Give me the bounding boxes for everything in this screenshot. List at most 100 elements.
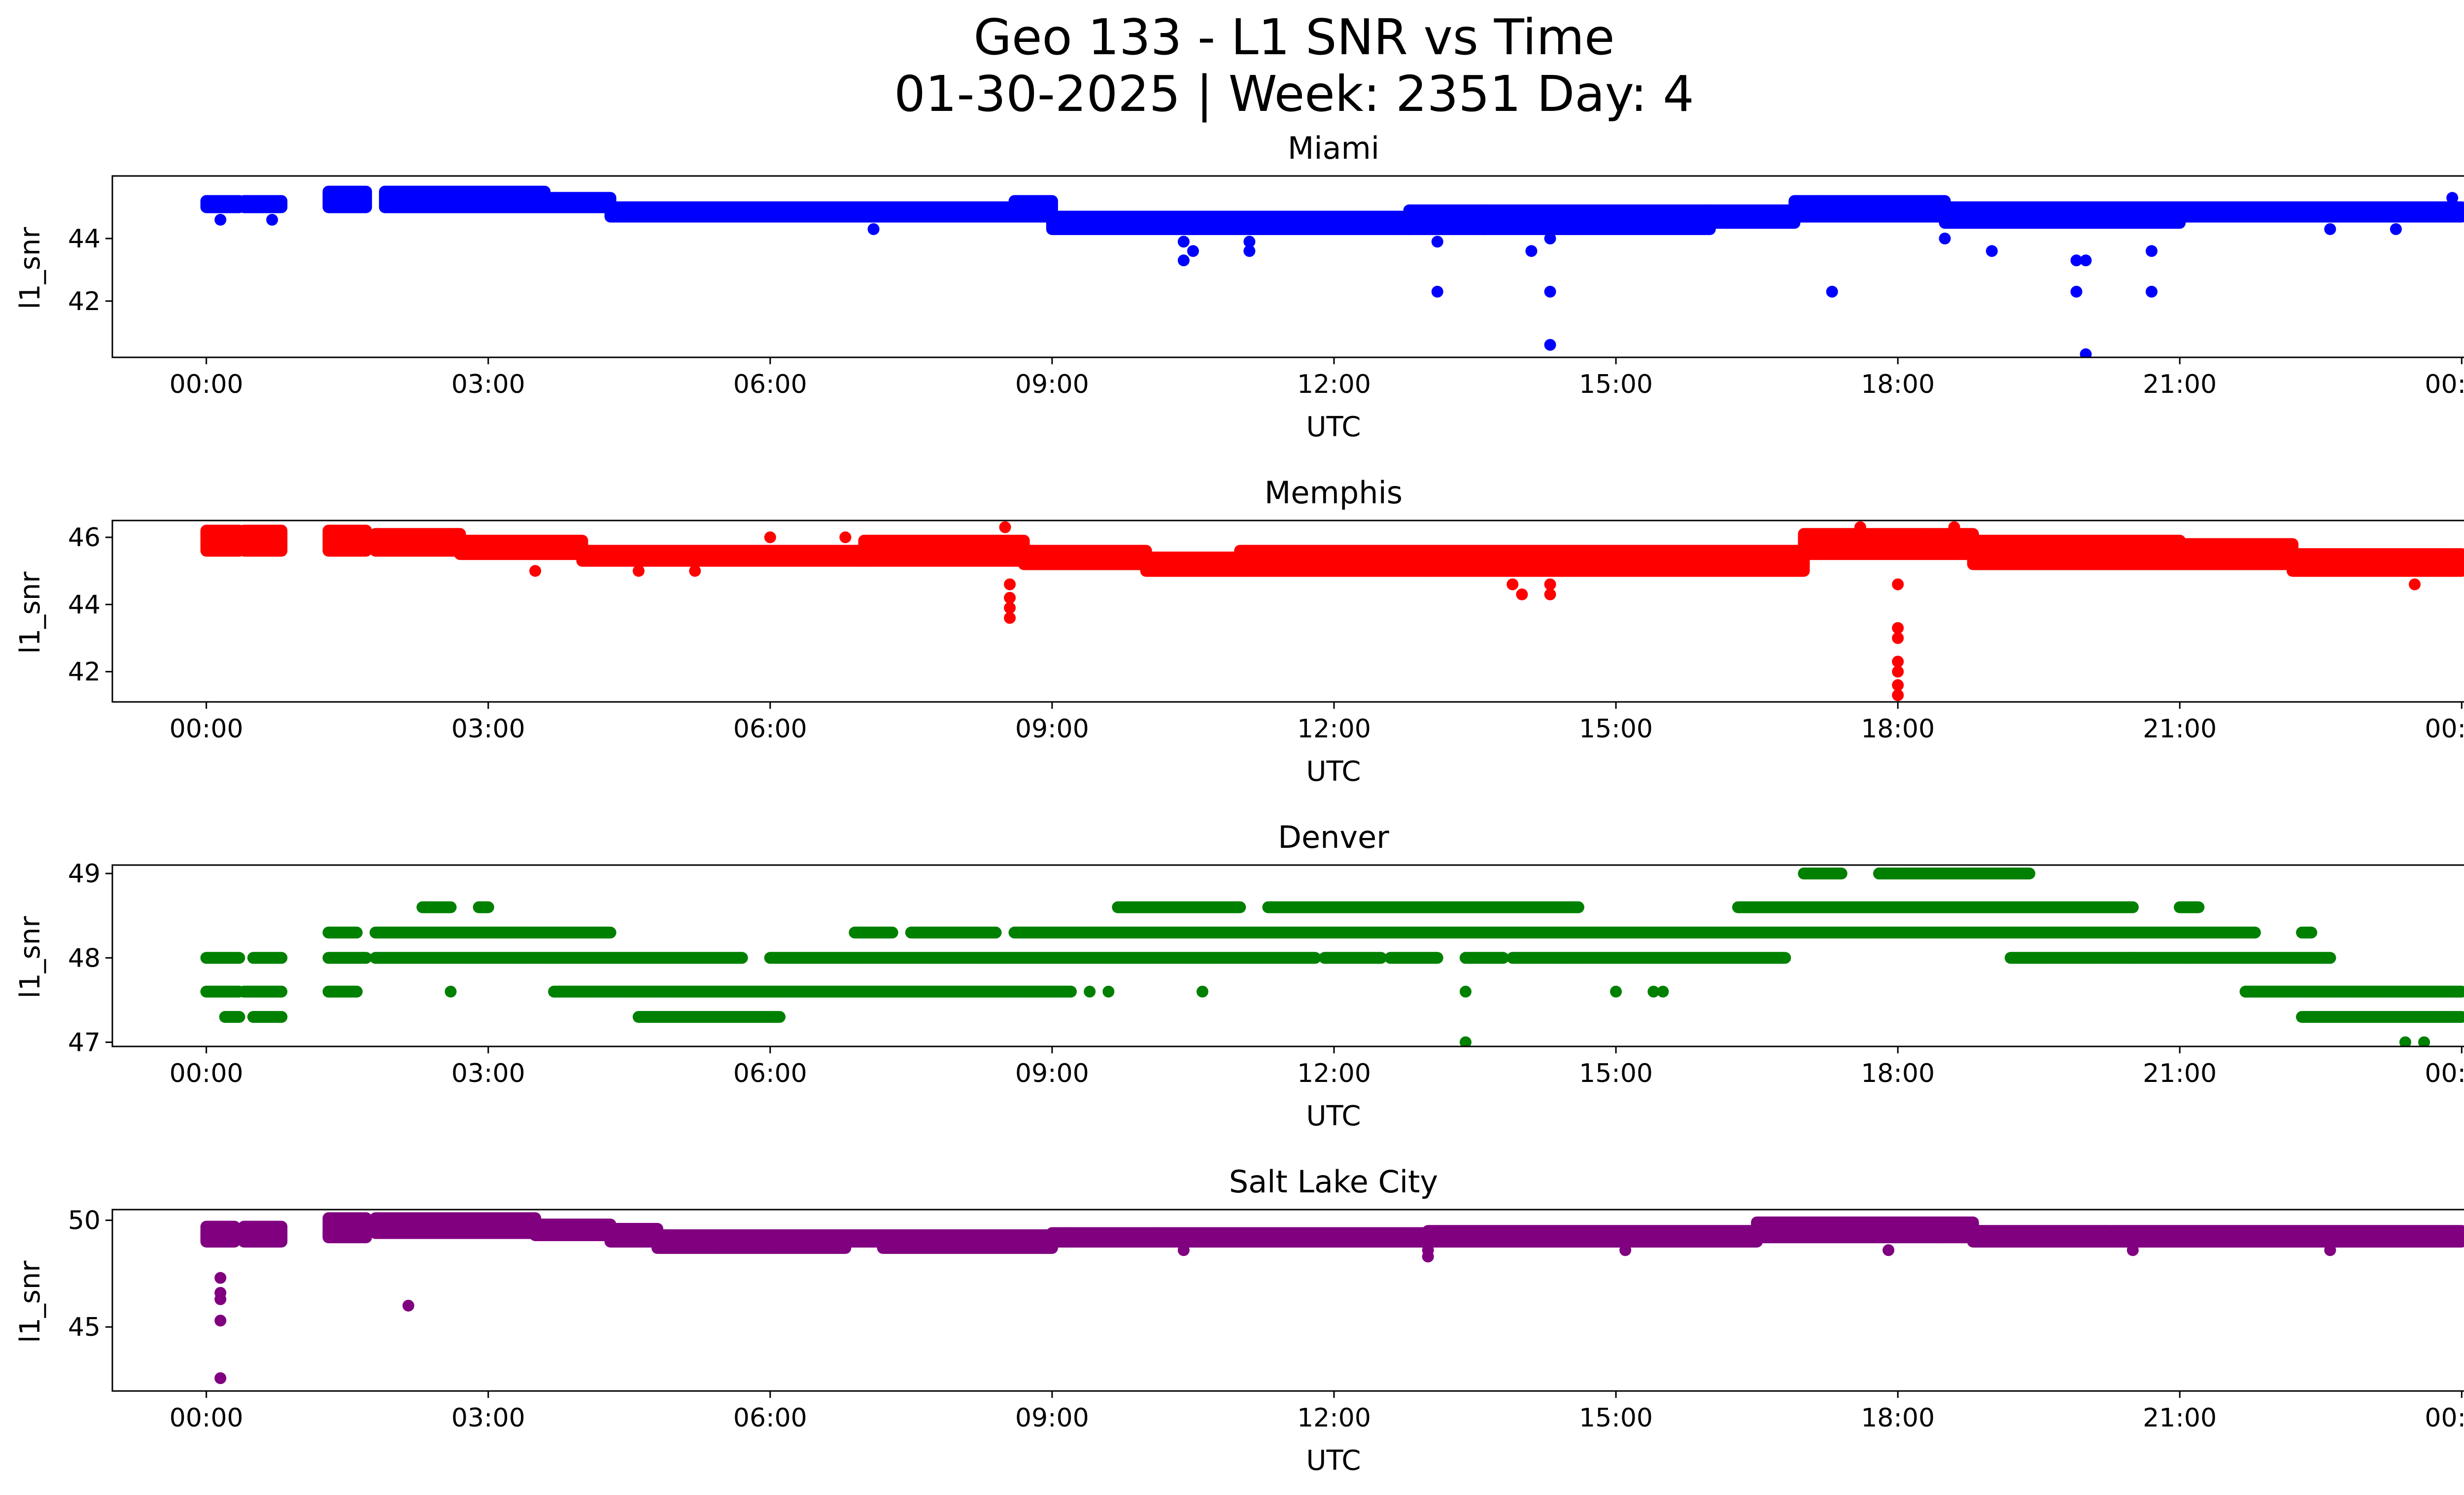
- data-point: [2418, 1036, 2430, 1046]
- data-point: [2114, 552, 2126, 564]
- x-tick-label: 15:00: [1579, 714, 1653, 744]
- data-point: [1136, 210, 1148, 223]
- data-point: [1544, 285, 1556, 298]
- data-point: [1197, 985, 1209, 998]
- data-point: [2133, 544, 2146, 556]
- data-point: [1816, 200, 1829, 212]
- data-point: [1267, 545, 1280, 557]
- data-point: [1882, 1244, 1895, 1256]
- x-tick-label: 18:00: [1861, 1059, 1935, 1088]
- data-point: [378, 1213, 390, 1225]
- data-points: [200, 185, 2464, 357]
- data-point: [274, 1231, 287, 1244]
- x-tick-label: 00:00: [2425, 714, 2464, 744]
- data-point: [1572, 901, 1584, 913]
- x-axis-label: UTC: [1306, 411, 1361, 443]
- figure-title-line-1: Geo 133 - L1 SNR vs Time: [974, 8, 1615, 66]
- x-tick-label: 09:00: [1015, 1403, 1089, 1433]
- data-point: [1647, 985, 1660, 998]
- data-point: [274, 199, 287, 211]
- data-point: [214, 213, 227, 226]
- x-axis-ticks: 00:00 03:00 06:00 09:00 12:00 15:00 18:00 21:00…: [170, 702, 2464, 744]
- x-tick-label: 12:00: [1297, 1403, 1371, 1433]
- data-point: [1947, 530, 1959, 542]
- data-point: [951, 538, 963, 551]
- data-point: [1380, 564, 1393, 577]
- data-point: [839, 531, 852, 544]
- data-point: [2014, 201, 2026, 213]
- y-tick-label: 42: [68, 287, 101, 316]
- x-tick-label: 21:00: [2143, 370, 2217, 399]
- data-point: [1308, 952, 1320, 964]
- x-axis-ticks: 00:00 03:00 06:00 09:00 12:00 15:00 18:00 21:00…: [170, 1046, 2464, 1088]
- data-point: [359, 1225, 371, 1238]
- data-point: [2107, 215, 2119, 228]
- data-point: [1619, 561, 1632, 573]
- data-point: [2193, 210, 2206, 222]
- data-point: [1782, 562, 1795, 575]
- data-point: [331, 526, 343, 538]
- data-point: [1459, 1036, 1472, 1046]
- data-point: [348, 1228, 360, 1241]
- data-point: [1496, 952, 1508, 964]
- y-axis-label: l1_snr: [14, 916, 46, 999]
- data-point: [1803, 529, 1815, 542]
- data-point: [214, 1372, 227, 1385]
- data-point: [1523, 545, 1536, 557]
- data-point: [2454, 985, 2464, 998]
- x-tick-label: 00:00: [2425, 370, 2464, 399]
- data-point: [1892, 679, 1904, 691]
- data-point: [359, 952, 371, 964]
- data-point: [2249, 926, 2261, 939]
- data-point: [1004, 591, 1016, 604]
- data-point: [773, 1011, 786, 1023]
- x-axis-label: UTC: [1306, 756, 1361, 788]
- data-point: [764, 531, 776, 544]
- data-point: [1892, 656, 1904, 668]
- data-point: [575, 535, 587, 547]
- data-point: [445, 901, 457, 913]
- data-point: [402, 1299, 414, 1312]
- data-point: [1594, 221, 1606, 233]
- data-point: [885, 926, 897, 939]
- data-point: [2004, 539, 2016, 552]
- x-tick-label: 06:00: [733, 1059, 807, 1088]
- data-point: [440, 544, 452, 556]
- data-point: [420, 543, 432, 555]
- data-point: [1177, 236, 1190, 248]
- data-point: [2080, 254, 2092, 267]
- data-point: [398, 1226, 410, 1238]
- data-point: [1661, 548, 1674, 560]
- data-point: [274, 536, 287, 549]
- data-point: [1892, 622, 1904, 634]
- data-point: [356, 543, 369, 555]
- data-points: [200, 868, 2464, 1046]
- data-point: [359, 194, 371, 207]
- data-point: [2190, 901, 2203, 913]
- data-point: [736, 952, 748, 964]
- data-point: [1765, 1217, 1777, 1229]
- y-axis-label: l1_snr: [14, 571, 46, 654]
- data-point: [1040, 557, 1053, 570]
- data-point: [1506, 578, 1519, 591]
- data-point: [1177, 1244, 1190, 1256]
- data-point: [2399, 1036, 2411, 1046]
- data-point: [1233, 901, 1245, 913]
- data-point: [1826, 285, 1838, 298]
- data-point: [920, 536, 932, 549]
- data-point: [445, 985, 457, 998]
- data-point: [1174, 553, 1186, 565]
- x-tick-label: 15:00: [1579, 1403, 1653, 1433]
- data-point: [1525, 245, 1538, 257]
- x-axis-ticks: 00:00 03:00 06:00 09:00 12:00 15:00 18:00 21:00…: [170, 1391, 2464, 1433]
- data-point: [1832, 528, 1844, 541]
- data-point: [1922, 528, 1934, 540]
- y-tick-label: 50: [68, 1206, 101, 1236]
- data-point: [1177, 254, 1190, 267]
- x-tick-label: 06:00: [733, 714, 807, 744]
- data-point: [1431, 285, 1443, 298]
- data-point: [2456, 208, 2464, 220]
- x-tick-label: 00:00: [170, 370, 243, 399]
- y-tick-label: 44: [68, 224, 101, 254]
